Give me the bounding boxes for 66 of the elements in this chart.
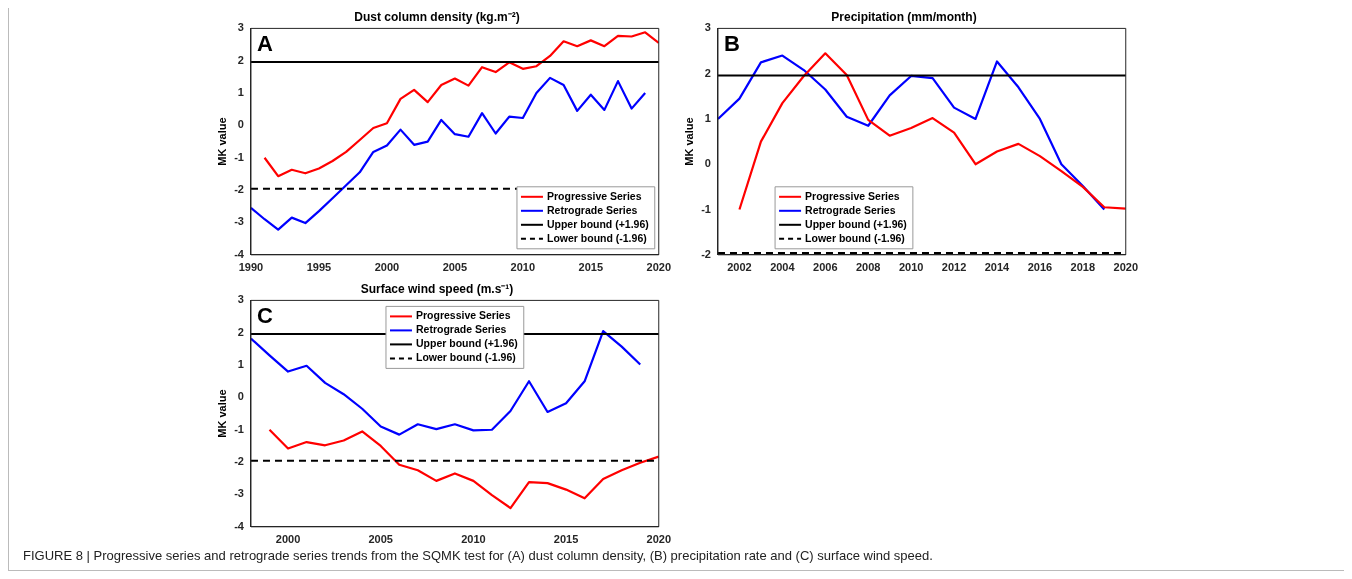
x-tick-label: 2010	[898, 261, 924, 274]
y-tick-label: -3	[234, 487, 244, 500]
legend-label: Lower bound (-1.96)	[546, 231, 647, 244]
chart-title: Precipitation (mm/month)	[831, 9, 977, 24]
legend-label: Lower bound (-1.96)	[415, 351, 516, 364]
y-tick-label: -1	[234, 150, 244, 163]
y-tick-label: 1	[704, 111, 711, 124]
y-tick-label: 1	[237, 86, 244, 99]
x-tick-label: 2015	[553, 533, 579, 546]
y-tick-label: 1	[237, 358, 244, 371]
legend-label: Retrograde Series	[546, 203, 638, 216]
annotation: A	[256, 31, 273, 57]
x-tick-label: 2020	[646, 533, 672, 546]
y-tick-label: 0	[704, 157, 711, 170]
x-tick-label: 2006	[813, 261, 838, 274]
y-tick-label: 3	[237, 293, 244, 306]
x-tick-label: 2004	[770, 261, 796, 274]
y-tick-label: 0	[237, 390, 244, 403]
y-tick-label: -1	[701, 202, 711, 215]
legend-label: Retrograde Series	[805, 203, 896, 216]
y-tick-label: -4	[234, 247, 245, 260]
x-tick-label: 2005	[442, 261, 468, 274]
y-tick-label: 2	[704, 66, 711, 79]
y-tick-label: 3	[237, 21, 244, 34]
ref-line-label: Upper bound (+1.96)	[415, 337, 518, 350]
legend-label: Progressive Series	[415, 309, 511, 322]
y-tick-label: -1	[234, 422, 244, 435]
x-tick-label: 2000	[275, 533, 301, 546]
x-tick-label: 2015	[578, 261, 604, 274]
y-tick-label: -2	[234, 183, 244, 196]
legend-label: Progressive Series	[805, 189, 900, 202]
legend-label: Retrograde Series	[415, 323, 507, 336]
x-tick-label: 2010	[461, 533, 486, 546]
chart-title: Dust column density (kg.m⁻²)	[354, 9, 520, 24]
x-tick-label: 2010	[510, 261, 536, 274]
y-tick-label: -4	[234, 519, 245, 532]
x-tick-label: 2014	[984, 261, 1011, 274]
legend-label: Upper bound (+1.96)	[805, 217, 907, 230]
legend-label: Lower bound (-1.96)	[805, 231, 905, 244]
x-tick-label: 2002	[727, 261, 752, 274]
x-tick-label: 2018	[1070, 261, 1096, 274]
x-tick-label: 2020	[646, 261, 672, 274]
y-axis-title: MK value	[215, 389, 228, 438]
x-tick-label: 2020	[1113, 261, 1139, 274]
annotation: C	[256, 303, 273, 329]
legend-label: Progressive Series	[546, 189, 642, 202]
y-axis-title: MK value	[215, 117, 228, 166]
x-tick-label: 2008	[855, 261, 881, 274]
y-tick-label: 2	[237, 325, 244, 338]
y-tick-label: -2	[701, 247, 711, 260]
annotation: B	[723, 31, 740, 57]
x-tick-label: 1995	[306, 261, 332, 274]
y-axis-title: MK value	[682, 117, 695, 166]
x-tick-label: 2000	[374, 261, 400, 274]
caption: FIGURE 8 | Progressive series and retrograde series trends from the SQMK test for (A) dust column density, (B) precipitation rate and (C) surface wind speed.	[23, 548, 933, 563]
legend-label: Upper bound (+1.96)	[546, 217, 649, 230]
x-tick-label: 2012	[941, 261, 967, 274]
x-tick-label: 2005	[368, 533, 393, 546]
y-tick-label: 3	[704, 21, 711, 34]
y-tick-label: 2	[237, 53, 244, 66]
y-tick-label: -2	[234, 455, 244, 468]
y-tick-label: 0	[237, 118, 244, 131]
y-tick-label: -3	[234, 215, 244, 228]
x-tick-label: 2016	[1027, 261, 1053, 274]
x-tick-label: 1990	[238, 261, 264, 274]
chart-title: Surface wind speed (m.s⁻¹)	[360, 281, 514, 296]
